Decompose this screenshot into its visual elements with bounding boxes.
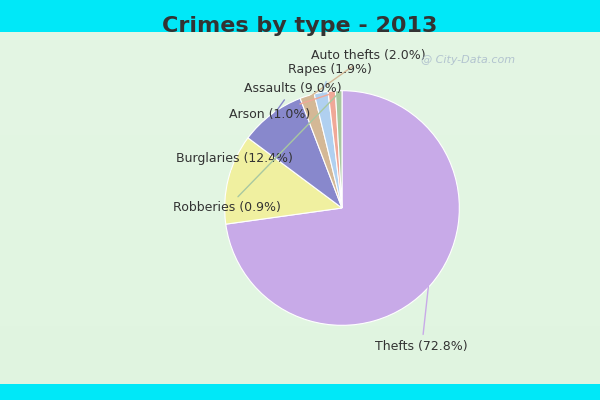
Wedge shape: [224, 138, 342, 224]
Text: Auto thefts (2.0%): Auto thefts (2.0%): [310, 49, 425, 96]
Text: Burglaries (12.4%): Burglaries (12.4%): [176, 152, 292, 177]
Text: Robberies (0.9%): Robberies (0.9%): [173, 95, 337, 214]
Wedge shape: [226, 91, 460, 325]
Text: Rapes (1.9%): Rapes (1.9%): [289, 63, 372, 92]
Wedge shape: [314, 92, 342, 208]
Text: @ City-Data.com: @ City-Data.com: [421, 55, 515, 65]
Wedge shape: [300, 94, 342, 208]
Wedge shape: [335, 91, 342, 208]
Text: Assaults (9.0%): Assaults (9.0%): [244, 82, 341, 114]
Text: Arson (1.0%): Arson (1.0%): [229, 94, 329, 121]
Text: Thefts (72.8%): Thefts (72.8%): [376, 286, 468, 353]
Wedge shape: [328, 91, 342, 208]
Wedge shape: [248, 98, 342, 208]
Text: Crimes by type - 2013: Crimes by type - 2013: [163, 16, 437, 36]
